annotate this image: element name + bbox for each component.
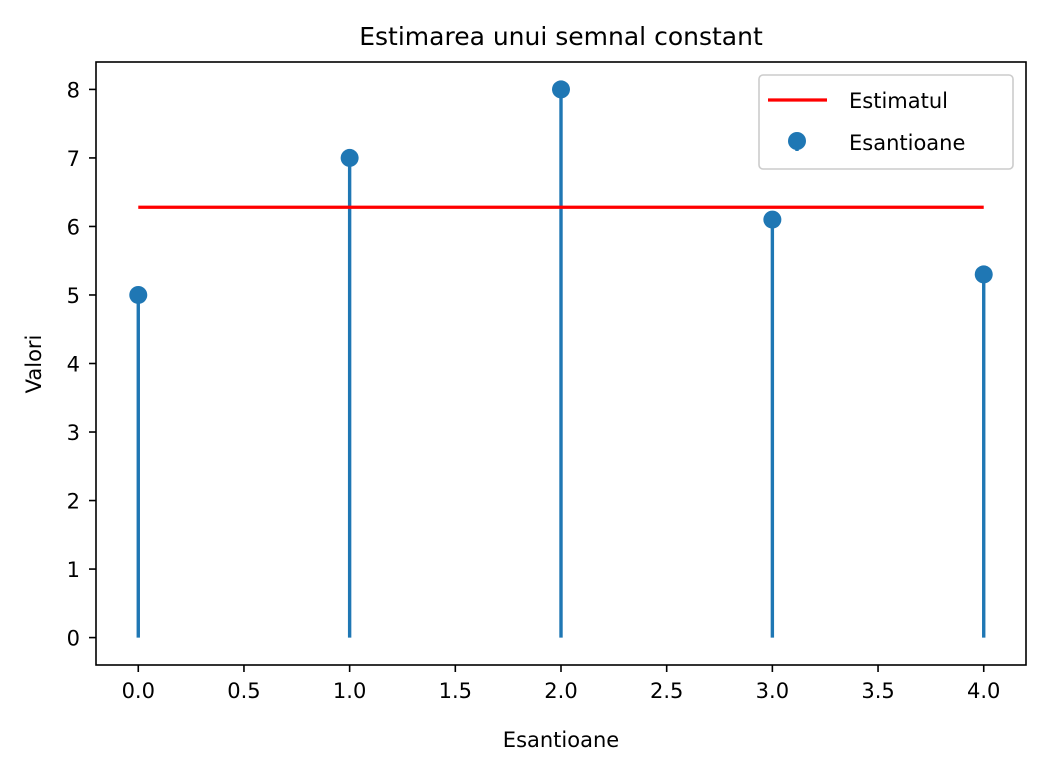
x-tick-label: 0.5: [227, 679, 260, 703]
legend-label: Estimatul: [849, 89, 948, 113]
y-tick-label: 3: [67, 421, 80, 445]
stem-marker: [974, 265, 993, 284]
y-tick-label: 2: [67, 490, 80, 514]
legend-marker-swatch: [788, 132, 806, 150]
legend-label: Esantioane: [849, 131, 965, 155]
x-axis-ticks: 0.0 0.5 1.0 1.5 2.0 2.5 3.0 3.5 4.0: [122, 665, 1000, 703]
x-tick-label: 3.5: [861, 679, 894, 703]
plot-area: [129, 80, 993, 638]
y-tick-label: 4: [67, 353, 80, 377]
x-tick-label: 1.5: [439, 679, 472, 703]
chart-title: Estimarea unui semnal constant: [359, 22, 763, 51]
y-tick-label: 1: [67, 558, 80, 582]
stem-marker: [552, 80, 570, 99]
y-tick-label: 8: [67, 78, 80, 102]
x-tick-label: 3.0: [756, 679, 789, 703]
x-tick-label: 2.0: [544, 679, 577, 703]
y-tick-label: 7: [67, 147, 80, 171]
x-tick-label: 1.0: [333, 679, 366, 703]
y-axis-label: Valori: [22, 335, 46, 394]
x-axis-label: Esantioane: [503, 728, 619, 752]
y-tick-label: 5: [67, 284, 80, 308]
y-tick-label: 6: [67, 215, 80, 239]
legend: Estimatul Esantioane: [758, 74, 1014, 170]
y-axis-ticks: 0 1 2 3 4 5 6 7 8: [67, 78, 96, 651]
stem-marker: [340, 148, 359, 167]
stem-marker: [129, 285, 148, 304]
y-tick-label: 0: [67, 627, 80, 651]
x-tick-label: 4.0: [967, 679, 1000, 703]
x-tick-label: 2.5: [650, 679, 683, 703]
x-tick-label: 0.0: [122, 679, 155, 703]
stem-marker: [763, 210, 782, 229]
